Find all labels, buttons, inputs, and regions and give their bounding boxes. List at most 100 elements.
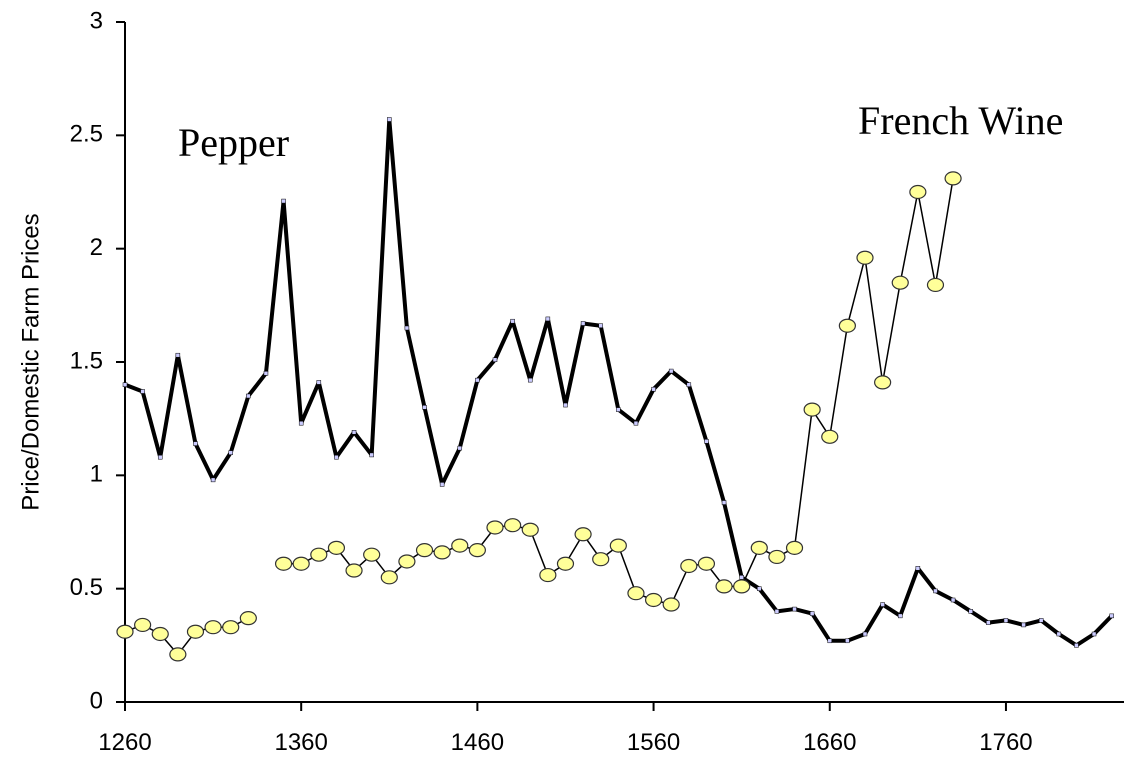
point <box>345 563 363 578</box>
point <box>909 184 927 200</box>
point <box>768 549 786 565</box>
point <box>580 321 586 326</box>
point <box>263 371 269 376</box>
y-tick-label: 3 <box>90 7 103 34</box>
point <box>933 588 938 594</box>
point <box>539 567 557 583</box>
x-tick-label: 1360 <box>274 729 327 756</box>
point <box>662 597 680 612</box>
point <box>915 566 921 571</box>
y-tick-label: 2 <box>90 234 103 261</box>
y-tick-label: 1.5 <box>70 347 103 374</box>
point <box>609 538 627 553</box>
point <box>627 586 645 601</box>
point <box>433 545 451 560</box>
point <box>598 323 603 328</box>
point <box>246 393 251 399</box>
point <box>616 407 621 412</box>
point <box>504 518 522 533</box>
point <box>186 624 205 639</box>
point <box>228 450 233 455</box>
point <box>757 586 762 591</box>
point <box>422 405 427 410</box>
point <box>457 445 463 451</box>
point <box>486 520 504 535</box>
point <box>274 556 293 571</box>
point <box>116 624 134 639</box>
point <box>838 318 856 333</box>
point <box>944 171 962 186</box>
point <box>380 570 398 585</box>
point <box>1021 622 1026 628</box>
point <box>327 540 346 555</box>
y-tick-label: 0 <box>90 687 103 714</box>
point <box>169 647 187 662</box>
point <box>475 377 480 383</box>
point <box>310 547 328 562</box>
point <box>563 402 568 408</box>
point <box>151 626 169 642</box>
point <box>451 538 469 553</box>
point <box>644 592 663 608</box>
point <box>874 375 892 390</box>
point <box>803 402 821 417</box>
point <box>733 579 751 594</box>
point <box>292 556 310 571</box>
point <box>281 198 286 204</box>
point <box>398 554 416 569</box>
point <box>363 547 381 562</box>
x-tick-label: 1660 <box>803 729 856 756</box>
y-axis-label: Price/Domestic Farm Prices <box>17 213 44 510</box>
point <box>193 441 198 446</box>
point <box>821 429 839 444</box>
point <box>334 454 339 460</box>
point <box>157 454 163 460</box>
point <box>721 500 727 505</box>
point <box>926 277 945 293</box>
point <box>880 602 885 607</box>
point <box>845 638 850 644</box>
point <box>592 552 610 567</box>
point <box>686 382 692 387</box>
point <box>210 477 216 483</box>
annotation: Pepper <box>178 120 289 165</box>
point <box>950 597 956 603</box>
point <box>1091 631 1097 637</box>
point <box>897 613 903 619</box>
point <box>697 556 716 571</box>
x-tick-label: 1560 <box>627 729 680 756</box>
point <box>1003 618 1009 623</box>
point <box>521 522 539 537</box>
point <box>140 389 145 394</box>
point <box>404 325 410 331</box>
point <box>1074 643 1079 648</box>
point <box>134 617 152 633</box>
y-tick-label: 1 <box>90 461 103 488</box>
y-tick-label: 0.5 <box>70 574 103 601</box>
point <box>785 540 804 555</box>
series-line <box>124 178 954 656</box>
point <box>968 609 973 614</box>
point <box>351 430 357 435</box>
annotation: French Wine <box>858 98 1063 143</box>
point <box>527 377 533 383</box>
x-tick-label: 1260 <box>98 729 151 756</box>
point <box>122 382 128 387</box>
point <box>827 638 833 644</box>
point <box>415 543 434 558</box>
point <box>316 380 322 385</box>
point <box>862 631 868 637</box>
point <box>774 609 780 614</box>
x-tick-label: 1460 <box>451 729 504 756</box>
point <box>222 620 240 635</box>
point <box>651 386 656 392</box>
point <box>891 275 909 290</box>
x-tick-label: 1760 <box>979 729 1032 756</box>
series-line <box>124 117 1114 648</box>
point <box>739 575 744 580</box>
point <box>545 316 551 322</box>
y-tick-label: 2.5 <box>70 121 103 148</box>
point <box>856 250 874 265</box>
point <box>204 620 222 635</box>
